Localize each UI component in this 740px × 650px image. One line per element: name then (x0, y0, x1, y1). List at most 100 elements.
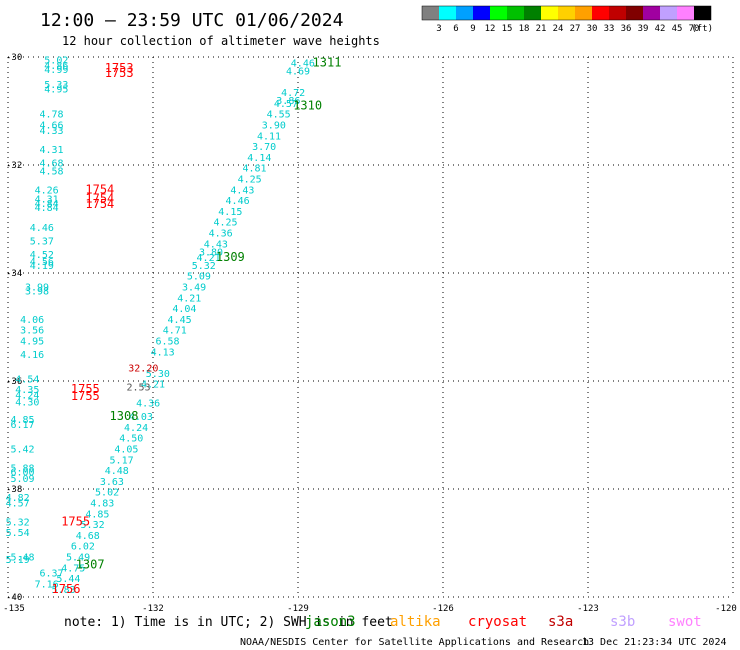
wave-height-value: 4.26 (35, 185, 59, 196)
colorbar-label: 27 (570, 24, 581, 34)
x-tick-label: -123 (577, 604, 599, 614)
pass-number-label: 1307 (76, 558, 105, 572)
wave-height-value: 5.49 (66, 553, 90, 564)
wave-height-value: 4.86 (44, 61, 68, 72)
colorbar-swatch (643, 6, 660, 20)
colorbar-swatch (694, 6, 711, 20)
plot-area: -30 -32 -34 -36 -38 -40-135 -132 -129 -126 -123 -1… (3, 53, 737, 614)
wave-height-value: 4.25 (238, 175, 262, 186)
satellite-legend-jason3: jason3 (305, 614, 356, 630)
colorbar-label: 70 (689, 24, 700, 34)
wave-height-value: 4.13 (151, 347, 175, 358)
credit-left: NOAA/NESDIS Center for Satellite Applica… (240, 637, 589, 648)
chart-title: 12:00 — 23:59 UTC 01/06/2024 (40, 10, 343, 31)
colorbar-label: 18 (519, 24, 530, 34)
chart-subtitle: 12 hour collection of altimeter wave hei… (62, 34, 380, 48)
colorbar-label: 30 (587, 24, 598, 34)
x-tick-label: -129 (287, 604, 309, 614)
wave-height-value: 4.36 (136, 399, 160, 410)
wave-height-value: 4.57 (274, 99, 298, 110)
wave-height-value: 5.09 (10, 474, 34, 485)
colorbar-label: 45 (672, 24, 683, 34)
colorbar-swatch (541, 6, 558, 20)
y-tick-label: -36 (6, 377, 22, 387)
colorbar-swatch (626, 6, 643, 20)
wave-height-value: 4.06 (20, 315, 44, 326)
wave-height-value: 5.17 (110, 455, 134, 466)
colorbar-label: 15 (502, 24, 513, 34)
wave-height-values: 4.464.694.723.864.574.553.904.113.704.14… (6, 56, 315, 596)
pass-number-label: 1756 (52, 582, 81, 596)
wave-height-value: 3.98 (25, 286, 49, 297)
satellite-legend-swot: swot (668, 614, 702, 630)
pass-number-label: 1311 (313, 55, 342, 69)
wave-height-value: 3.90 (262, 121, 286, 132)
wave-height-value: 4.81 (242, 164, 266, 175)
wave-height-value: 32.20 (128, 364, 158, 375)
wave-height-value: 4.95 (44, 84, 68, 95)
colorbar-swatch (660, 6, 677, 20)
wave-height-value: 4.04 (172, 304, 196, 315)
wave-height-value: 6.17 (10, 420, 34, 431)
wave-height-value: 4.03 (129, 412, 153, 423)
wave-height-value: 4.36 (209, 229, 233, 240)
wave-height-value: 4.56 (30, 257, 54, 268)
wave-height-value: 4.68 (39, 158, 63, 169)
y-tick-label: -34 (6, 269, 22, 279)
colorbar-label: 33 (604, 24, 615, 34)
colorbar-swatch (677, 6, 694, 20)
wave-height-value: 5.88 (10, 463, 34, 474)
pass-number-label: 1754 (85, 197, 114, 211)
wave-height-value: 4.45 (168, 315, 192, 326)
pass-number-label: 1308 (110, 409, 139, 423)
wave-height-value: 6.58 (155, 337, 179, 348)
wave-height-value: 7.16 (35, 580, 59, 591)
wave-height-value: 4.33 (39, 126, 63, 137)
wave-height-value: 5.30 (146, 369, 170, 380)
wave-height-value: 4.05 (114, 445, 138, 456)
pass-number-label: 1310 (293, 99, 322, 113)
wave-height-value: 4.52 (30, 250, 54, 261)
wave-height-value: 4.78 (39, 110, 63, 121)
wave-height-value: 3.70 (252, 142, 276, 153)
wave-height-value: 4.46 (291, 58, 315, 69)
wave-height-value: 6.02 (71, 542, 95, 553)
y-tick-label: -38 (6, 485, 22, 495)
wave-height-value: 4.55 (267, 110, 291, 121)
wave-height-value: 4.16 (20, 350, 44, 361)
note-text: note: 1) Time is in UTC; 2) SWH is in fe… (64, 615, 393, 630)
colorbar-swatch (439, 6, 456, 20)
wave-height-value: 3.63 (100, 477, 124, 488)
x-tick-label: -135 (3, 604, 25, 614)
wave-height-value: 4.46 (30, 223, 54, 234)
wave-height-value: 4.21 (177, 293, 201, 304)
colorbar-unit: (ft) (691, 24, 713, 34)
x-tick-label: -120 (715, 604, 737, 614)
wave-height-value: 4.35 (15, 385, 39, 396)
wave-height-value: 3.86 (276, 96, 300, 107)
wave-height-value: 4.99 (44, 65, 68, 76)
wave-height-value: 4.71 (163, 326, 187, 337)
pass-number-label: 1754 (85, 182, 114, 196)
wave-height-value: 4.25 (213, 218, 237, 229)
wave-height-value: 4.46 (226, 196, 250, 207)
wave-height-value: 5.02 (44, 56, 68, 67)
pass-number-label: 1755 (71, 389, 100, 403)
wave-height-value: 3.56 (20, 326, 44, 337)
wave-height-value: 4.85 (10, 415, 34, 426)
pass-number-label: 1754 (85, 191, 114, 205)
wave-height-value: 5.37 (30, 237, 54, 248)
colorbar-label: 9 (470, 24, 475, 34)
colorbar-swatch (456, 6, 473, 20)
x-tick-label: -126 (432, 604, 454, 614)
wave-height-value: 4.57 (6, 499, 30, 510)
wave-height-value: 4.19 (30, 261, 54, 272)
wave-height-value: 4.11 (257, 131, 281, 142)
wave-height-value: 4.72 (281, 88, 305, 99)
wave-height-value: 4.48 (105, 466, 129, 477)
wave-height-value: 5.32 (192, 261, 216, 272)
wave-height-value: 4.31 (39, 145, 63, 156)
wave-height-value: 4.21 (141, 380, 165, 391)
wave-height-value: 5.54 (6, 528, 30, 539)
